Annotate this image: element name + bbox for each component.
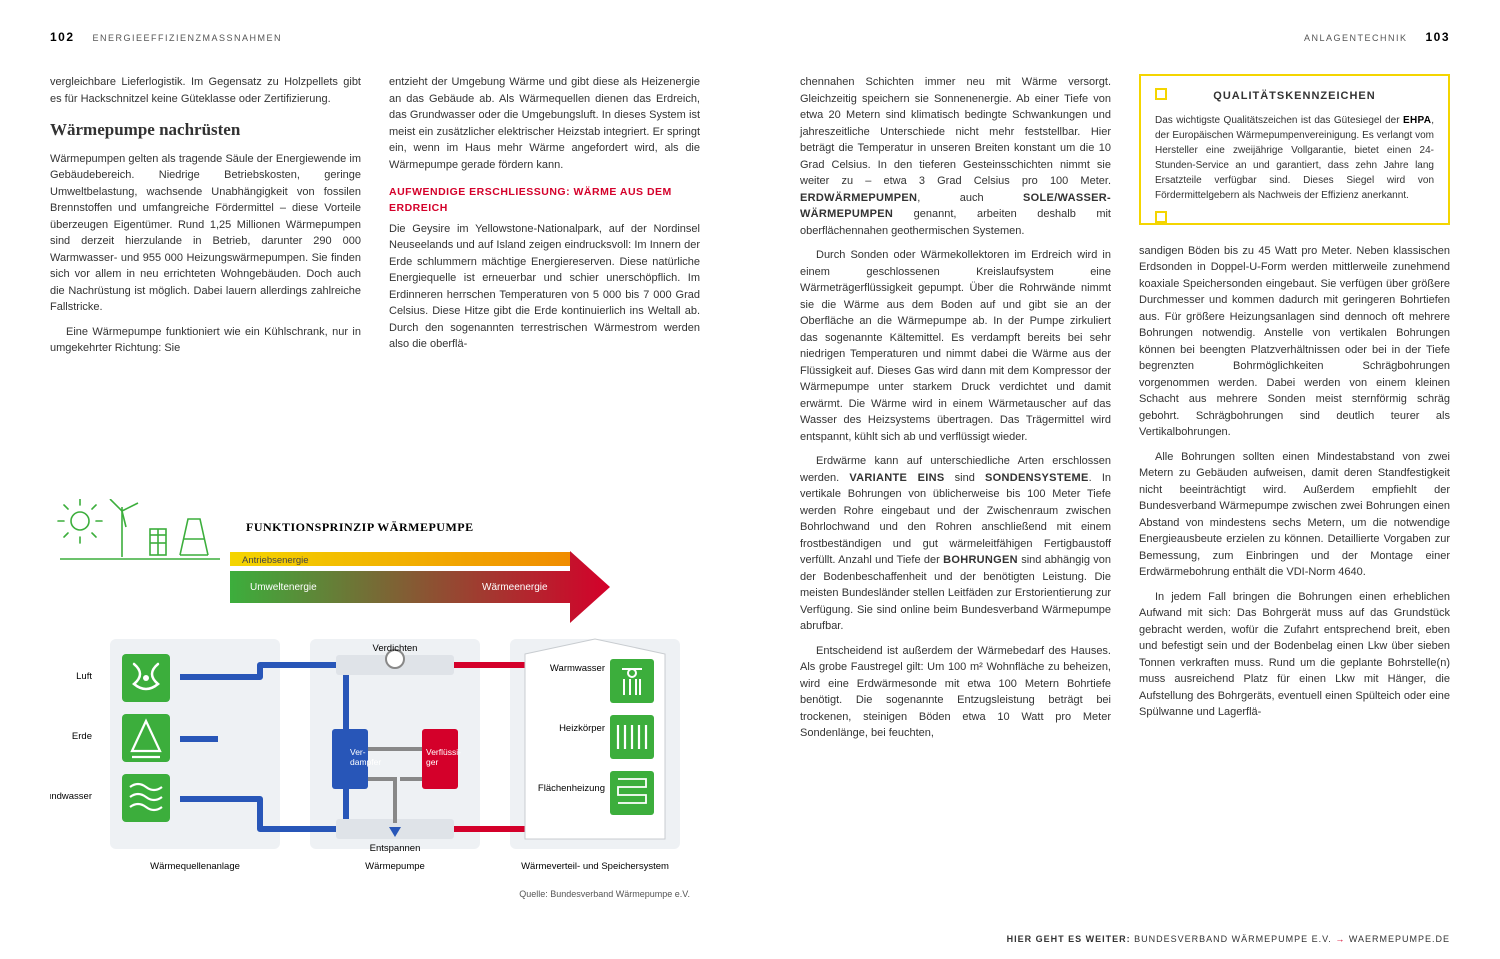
heading-waermepumpe: Wärmepumpe nachrüsten xyxy=(50,117,361,143)
body-para: Eine Wärmepumpe funktioniert wie ein Küh… xyxy=(50,324,361,357)
header-right: ANLAGENTECHNIK 103 xyxy=(800,30,1450,44)
svg-text:dampfer: dampfer xyxy=(350,757,381,767)
heatpump-diagram: FUNKTIONSPRINZIP WÄRMEPUMPE Antriebsener… xyxy=(50,499,700,919)
quality-callout: QUALITÄTSKENNZEICHEN Das wichtigste Qual… xyxy=(1139,74,1450,225)
src-gw-label: Grundwasser xyxy=(50,791,92,802)
body-para: Erdwärme kann auf unterschiedliche Arten… xyxy=(800,453,1111,635)
header-left: 102 ENERGIEEFFIZIENZMASSNAHMEN xyxy=(50,30,700,44)
body-para: Alle Bohrungen sollten einen Mindestabst… xyxy=(1139,449,1450,581)
src-erde-label: Erde xyxy=(72,731,92,742)
page-number: 102 xyxy=(50,30,75,44)
evap-label: Ver- xyxy=(350,747,366,757)
condense-label: Verflüssi- xyxy=(426,747,461,757)
body-para: entzieht der Umgebung Wärme und gibt die… xyxy=(389,74,700,173)
col-1: vergleichbare Lieferlogistik. Im Gegensa… xyxy=(50,74,361,365)
intro-para: vergleichbare Lieferlogistik. Im Gegensa… xyxy=(50,74,361,107)
col-2: QUALITÄTSKENNZEICHEN Das wichtigste Qual… xyxy=(1139,74,1450,750)
ww-label: Warmwasser xyxy=(550,663,605,674)
body-para: Durch Sonden oder Wärmekollektoren im Er… xyxy=(800,247,1111,445)
page-left: 102 ENERGIEEFFIZIENZMASSNAHMEN vergleich… xyxy=(0,0,750,959)
callout-body: Das wichtigste Qualitätszeichen ist das … xyxy=(1155,113,1434,203)
compress-label: Verdichten xyxy=(373,643,418,654)
body-para: Wärmepumpen gelten als tragende Säule de… xyxy=(50,151,361,316)
footer-reference: HIER GEHT ES WEITER: BUNDESVERBAND WÄRME… xyxy=(1007,934,1450,944)
body-para: Die Geysire im Yellowstone-Nationalpark,… xyxy=(389,221,700,353)
arrow-env-label: Umweltenergie xyxy=(250,582,317,593)
callout-title: QUALITÄTSKENNZEICHEN xyxy=(1155,88,1434,105)
page-number: 103 xyxy=(1425,30,1450,44)
svg-text:ger: ger xyxy=(426,757,438,767)
body-para: sandigen Böden bis zu 45 Watt pro Meter.… xyxy=(1139,243,1450,441)
body-para: In jedem Fall bringen die Bohrungen eine… xyxy=(1139,589,1450,721)
diagram-source: Quelle: Bundesverband Wärmepumpe e.V. xyxy=(519,889,690,899)
body-para: chennahen Schichten immer neu mit Wärme … xyxy=(800,74,1111,239)
text-columns: chennahen Schichten immer neu mit Wärme … xyxy=(800,74,1450,750)
col-1: chennahen Schichten immer neu mit Wärme … xyxy=(800,74,1111,750)
body-para: Entscheidend ist außerdem der Wärmebedar… xyxy=(800,643,1111,742)
subheading: AUFWENDIGE ERSCHLIESSUNG: WÄRME AUS DEM … xyxy=(389,185,700,217)
hk-label: Heizkörper xyxy=(559,723,605,734)
caption-3: Wärmeverteil- und Speichersystem xyxy=(521,861,669,872)
page-right: ANLAGENTECHNIK 103 chennahen Schichten i… xyxy=(750,0,1500,959)
expand-label: Entspannen xyxy=(370,843,421,854)
src-luft-label: Luft xyxy=(76,671,92,682)
caption-1: Wärmequellenanlage xyxy=(150,861,240,872)
fh-label: Flächenheizung xyxy=(538,783,605,794)
section-label: ANLAGENTECHNIK xyxy=(1304,33,1408,43)
col-2: entzieht der Umgebung Wärme und gibt die… xyxy=(389,74,700,365)
arrow-drive-label: Antriebsenergie xyxy=(242,555,309,566)
caption-2: Wärmepumpe xyxy=(365,861,425,872)
diagram-title: FUNKTIONSPRINZIP WÄRMEPUMPE xyxy=(246,520,474,534)
section-label: ENERGIEEFFIZIENZMASSNAHMEN xyxy=(93,33,283,43)
text-columns: vergleichbare Lieferlogistik. Im Gegensa… xyxy=(50,74,700,365)
arrow-heat-label: Wärmeenergie xyxy=(482,582,548,593)
